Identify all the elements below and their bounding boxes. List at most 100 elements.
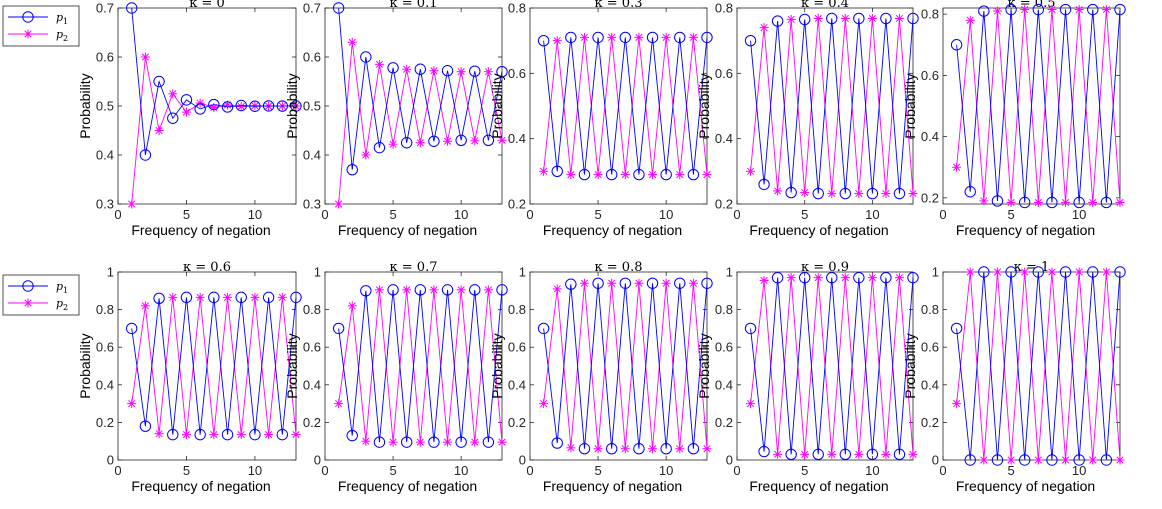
data-point-p1 bbox=[605, 443, 618, 455]
y-tick-label: 0.8 bbox=[303, 302, 321, 317]
data-point-p1 bbox=[758, 178, 770, 191]
data-point-p2 bbox=[415, 138, 425, 148]
y-tick-label: 0.6 bbox=[715, 66, 733, 81]
data-point-p2 bbox=[1047, 5, 1057, 15]
data-point-p2 bbox=[908, 449, 918, 459]
data-point-p2 bbox=[388, 139, 398, 149]
data-point-p1 bbox=[826, 12, 838, 25]
data-point-p2 bbox=[470, 136, 480, 146]
y-tick-label: 0.2 bbox=[715, 197, 733, 212]
data-point-p1 bbox=[1114, 266, 1126, 278]
data-point-p2 bbox=[867, 13, 877, 23]
series-line-p1 bbox=[543, 283, 708, 449]
series-line-p1 bbox=[543, 37, 708, 175]
data-point-p2 bbox=[620, 444, 630, 454]
data-point-p2 bbox=[1115, 197, 1125, 207]
data-point-p1 bbox=[332, 2, 345, 14]
x-tick-label: 10 bbox=[454, 207, 468, 222]
chart-panel: 0 5 10 0.3 0.4 0.5 0.6 0.7 Frequency of negation… bbox=[77, 0, 302, 238]
data-point-p2 bbox=[786, 14, 796, 24]
legend-marker-p1 bbox=[22, 280, 34, 292]
x-tick-label: 0 bbox=[733, 207, 740, 222]
data-point-p1 bbox=[551, 165, 563, 178]
data-point-p1 bbox=[1005, 3, 1017, 16]
x-tick-label: 10 bbox=[454, 463, 468, 478]
data-point-p1 bbox=[592, 31, 604, 44]
data-point-p2 bbox=[1074, 267, 1084, 277]
data-point-p2 bbox=[840, 13, 850, 23]
x-tick-label: 5 bbox=[389, 207, 396, 222]
data-point-p1 bbox=[701, 277, 713, 289]
data-point-p1 bbox=[482, 134, 495, 147]
y-axis-label: Probability bbox=[489, 333, 505, 398]
data-point-p2 bbox=[773, 449, 783, 459]
data-point-p2 bbox=[620, 170, 630, 180]
series-line-p1 bbox=[956, 271, 1121, 461]
y-tick-label: 0.6 bbox=[508, 340, 526, 355]
panel-title: κ = 0.8 bbox=[595, 260, 643, 275]
data-point-p1 bbox=[125, 322, 138, 335]
data-point-p1 bbox=[771, 271, 784, 284]
y-tick-label: 1 bbox=[726, 265, 733, 280]
data-point-p2 bbox=[277, 292, 287, 302]
x-tick-label: 5 bbox=[801, 207, 808, 222]
data-point-p1 bbox=[1100, 454, 1113, 466]
data-point-p1 bbox=[565, 278, 577, 290]
data-point-p1 bbox=[893, 187, 906, 200]
data-point-p2 bbox=[483, 285, 493, 295]
data-point-p1 bbox=[991, 454, 1004, 466]
data-point-p2 bbox=[429, 66, 439, 76]
x-axis-label: Frequency of negation bbox=[338, 478, 477, 494]
data-point-p2 bbox=[800, 449, 810, 459]
y-axis-label: Probability bbox=[696, 73, 712, 138]
y-tick-label: 0.4 bbox=[715, 377, 733, 392]
data-point-p1 bbox=[496, 284, 508, 296]
x-tick-label: 0 bbox=[526, 207, 533, 222]
data-point-p2 bbox=[334, 399, 344, 409]
series-line-p1 bbox=[338, 7, 503, 170]
data-point-p2 bbox=[648, 444, 658, 454]
plot-area bbox=[736, 271, 914, 461]
data-point-p1 bbox=[633, 168, 645, 181]
y-tick-label: 0.7 bbox=[303, 1, 321, 16]
x-tick-label: 0 bbox=[114, 207, 121, 222]
x-tick-label: 10 bbox=[248, 463, 262, 478]
data-point-p1 bbox=[455, 134, 467, 147]
data-point-p1 bbox=[551, 437, 563, 449]
y-axis-label: Probability bbox=[902, 333, 918, 398]
data-point-p1 bbox=[125, 2, 138, 14]
data-point-p2 bbox=[388, 437, 398, 447]
data-point-p2 bbox=[127, 399, 137, 409]
legend-box bbox=[2, 5, 80, 47]
data-point-p1 bbox=[167, 112, 179, 124]
y-tick-label: 0 bbox=[314, 453, 321, 468]
y-tick-label: 0.4 bbox=[303, 148, 321, 163]
x-axis-label: Frequency of negation bbox=[956, 222, 1095, 238]
data-point-p2 bbox=[759, 23, 769, 33]
data-point-p1 bbox=[414, 284, 427, 296]
data-point-p2 bbox=[952, 399, 962, 409]
legend-marker-p2 bbox=[23, 298, 33, 308]
y-tick-label: 0.3 bbox=[303, 197, 321, 212]
data-point-p1 bbox=[578, 443, 591, 455]
y-tick-label: 0.8 bbox=[921, 302, 939, 317]
x-tick-label: 0 bbox=[939, 463, 946, 478]
y-axis-label: Probability bbox=[284, 333, 300, 398]
data-point-p2 bbox=[361, 150, 371, 160]
data-point-p1 bbox=[208, 291, 220, 304]
data-point-p2 bbox=[1061, 197, 1071, 207]
data-point-p2 bbox=[168, 292, 178, 302]
data-point-p1 bbox=[1018, 454, 1031, 466]
data-point-p2 bbox=[497, 135, 507, 145]
data-point-p2 bbox=[881, 189, 891, 199]
data-point-p2 bbox=[813, 273, 823, 283]
data-point-p1 bbox=[360, 51, 372, 63]
series-line-p1 bbox=[956, 9, 1121, 203]
data-point-p2 bbox=[688, 278, 698, 288]
data-point-p2 bbox=[415, 437, 425, 447]
data-point-p2 bbox=[702, 170, 712, 180]
chart-panel: 0 5 10 0.3 0.4 0.5 0.6 0.7 Frequency of negation… bbox=[284, 0, 508, 238]
series-line-p2 bbox=[338, 289, 503, 443]
